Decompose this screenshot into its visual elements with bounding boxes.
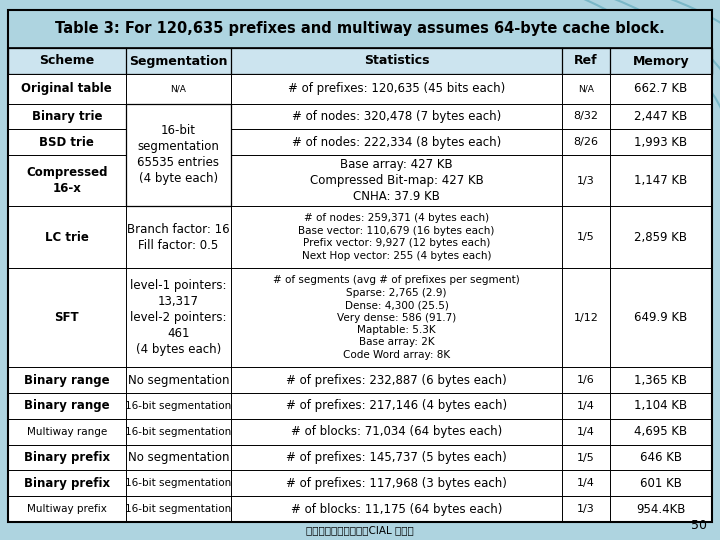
Text: 2,859 KB: 2,859 KB	[634, 231, 688, 244]
Text: Binary trie: Binary trie	[32, 110, 102, 123]
Polygon shape	[8, 129, 712, 155]
Text: # of segments (avg # of prefixes per segment)
Sparse: 2,765 (2.9)
Dense: 4,300 (: # of segments (avg # of prefixes per seg…	[273, 275, 520, 360]
Text: Ref: Ref	[574, 55, 598, 68]
Text: # of prefixes: 217,146 (4 bytes each): # of prefixes: 217,146 (4 bytes each)	[286, 400, 507, 413]
Text: N/A: N/A	[578, 84, 594, 93]
Text: 1/5: 1/5	[577, 453, 595, 463]
Text: Compressed
16-x: Compressed 16-x	[26, 166, 107, 195]
Text: 16-bit segmentation: 16-bit segmentation	[125, 427, 232, 437]
Text: 1/6: 1/6	[577, 375, 595, 385]
Text: 1/4: 1/4	[577, 478, 595, 488]
Text: 1/3: 1/3	[577, 176, 595, 186]
Text: Statistics: Statistics	[364, 55, 429, 68]
Text: Binary range: Binary range	[24, 400, 109, 413]
Text: 1,993 KB: 1,993 KB	[634, 136, 688, 148]
Polygon shape	[8, 206, 712, 268]
Polygon shape	[125, 104, 231, 206]
Text: SFT: SFT	[55, 311, 79, 324]
Text: Binary prefix: Binary prefix	[24, 477, 110, 490]
Text: LC trie: LC trie	[45, 231, 89, 244]
Text: Branch factor: 16
Fill factor: 0.5: Branch factor: 16 Fill factor: 0.5	[127, 222, 230, 252]
Text: 601 KB: 601 KB	[640, 477, 682, 490]
Text: Scheme: Scheme	[39, 55, 94, 68]
Text: # of prefixes: 117,968 (3 bytes each): # of prefixes: 117,968 (3 bytes each)	[286, 477, 507, 490]
Text: 8/32: 8/32	[574, 111, 598, 122]
Text: 1/3: 1/3	[577, 504, 595, 514]
Polygon shape	[8, 470, 712, 496]
Text: level-1 pointers:
13,317
level-2 pointers:
461
(4 bytes each): level-1 pointers: 13,317 level-2 pointer…	[130, 279, 227, 356]
Text: 1/4: 1/4	[577, 401, 595, 411]
Text: # of nodes: 222,334 (8 bytes each): # of nodes: 222,334 (8 bytes each)	[292, 136, 501, 148]
Text: # of blocks: 71,034 (64 bytes each): # of blocks: 71,034 (64 bytes each)	[291, 426, 503, 438]
Text: # of prefixes: 232,887 (6 bytes each): # of prefixes: 232,887 (6 bytes each)	[287, 374, 507, 387]
Polygon shape	[8, 155, 712, 206]
Text: 16-bit segmentation: 16-bit segmentation	[125, 478, 232, 488]
Text: # of prefixes: 120,635 (45 bits each): # of prefixes: 120,635 (45 bits each)	[288, 82, 505, 95]
Polygon shape	[8, 104, 712, 129]
Text: 1,147 KB: 1,147 KB	[634, 174, 688, 187]
Text: 1/4: 1/4	[577, 427, 595, 437]
Text: 2,447 KB: 2,447 KB	[634, 110, 688, 123]
Polygon shape	[8, 367, 712, 393]
Text: 8/26: 8/26	[574, 137, 598, 147]
Polygon shape	[8, 444, 712, 470]
Polygon shape	[8, 496, 712, 522]
Polygon shape	[8, 268, 712, 367]
Text: # of nodes: 259,371 (4 bytes each)
Base vector: 110,679 (16 bytes each)
Prefix v: # of nodes: 259,371 (4 bytes each) Base …	[298, 213, 495, 261]
Text: No segmentation: No segmentation	[127, 451, 229, 464]
Text: 954.4KB: 954.4KB	[636, 503, 685, 516]
Text: 4,695 KB: 4,695 KB	[634, 426, 688, 438]
Text: 50: 50	[691, 519, 707, 532]
Text: # of blocks: 11,175 (64 bytes each): # of blocks: 11,175 (64 bytes each)	[291, 503, 503, 516]
Text: Memory: Memory	[633, 55, 689, 68]
Text: Binary range: Binary range	[24, 374, 109, 387]
Text: # of prefixes: 145,737 (5 bytes each): # of prefixes: 145,737 (5 bytes each)	[287, 451, 507, 464]
Text: 646 KB: 646 KB	[640, 451, 682, 464]
Text: 1/5: 1/5	[577, 232, 595, 242]
Text: 16-bit
segmentation
65535 entries
(4 byte each): 16-bit segmentation 65535 entries (4 byt…	[138, 124, 220, 185]
Text: 1,104 KB: 1,104 KB	[634, 400, 688, 413]
Text: Segmentation: Segmentation	[129, 55, 228, 68]
Text: Binary prefix: Binary prefix	[24, 451, 110, 464]
Polygon shape	[8, 74, 712, 104]
Text: Multiway prefix: Multiway prefix	[27, 504, 107, 514]
Text: BSD trie: BSD trie	[40, 136, 94, 148]
Text: Table 3: For 120,635 prefixes and multiway assumes 64-byte cache block.: Table 3: For 120,635 prefixes and multiw…	[55, 22, 665, 37]
Polygon shape	[8, 10, 712, 48]
Text: Original table: Original table	[22, 82, 112, 95]
Text: Base array: 427 KB
Compressed Bit-map: 427 KB
CNHA: 37.9 KB: Base array: 427 KB Compressed Bit-map: 4…	[310, 158, 484, 203]
Polygon shape	[8, 419, 712, 444]
Text: 成功大學資訊工程系　CIAL 實驗室: 成功大學資訊工程系 CIAL 實驗室	[306, 525, 414, 535]
Text: 1,365 KB: 1,365 KB	[634, 374, 688, 387]
Text: 16-bit segmentation: 16-bit segmentation	[125, 401, 232, 411]
Text: 649.9 KB: 649.9 KB	[634, 311, 688, 324]
Polygon shape	[8, 393, 712, 419]
Polygon shape	[8, 48, 712, 74]
Text: Multiway range: Multiway range	[27, 427, 107, 437]
Text: 16-bit segmentation: 16-bit segmentation	[125, 504, 232, 514]
Text: N/A: N/A	[171, 84, 186, 93]
Text: # of nodes: 320,478 (7 bytes each): # of nodes: 320,478 (7 bytes each)	[292, 110, 501, 123]
Text: 662.7 KB: 662.7 KB	[634, 82, 688, 95]
Text: No segmentation: No segmentation	[127, 374, 229, 387]
Text: 1/12: 1/12	[574, 313, 598, 322]
